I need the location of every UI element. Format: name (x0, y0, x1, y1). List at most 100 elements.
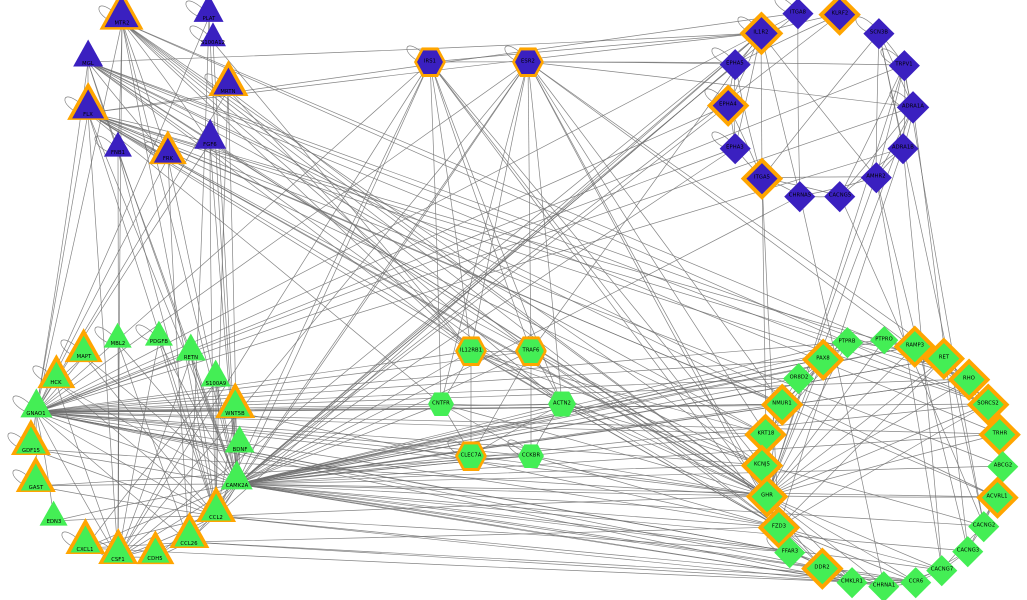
graph-node-flx[interactable]: FLX (66, 81, 109, 120)
graph-node-cacng5[interactable]: CACNG5 (824, 180, 856, 212)
edge (766, 341, 848, 497)
hexagon-shape (427, 392, 454, 416)
graph-node-cckbr[interactable]: CCKBR (518, 444, 544, 468)
triangle-shape (224, 425, 255, 453)
edge (902, 147, 943, 571)
graph-node-fnb1[interactable]: FNB1 (104, 131, 132, 157)
graph-node-retn[interactable]: RETN (176, 333, 206, 361)
edge (87, 112, 1004, 467)
edge (236, 61, 431, 485)
graph-node-clec7a[interactable]: CLEC7A (455, 441, 487, 471)
graph-node-il12rb1[interactable]: IL12RB1 (455, 336, 487, 366)
graph-node-amhr2[interactable]: AMHR2 (860, 161, 892, 193)
graph-node-wnt5b[interactable]: WNT5B (214, 382, 255, 419)
edge (429, 61, 780, 528)
graph-node-il1r2[interactable]: IL1R2 (744, 16, 778, 50)
graph-node-rho[interactable]: RHO (953, 363, 985, 395)
edge (527, 61, 905, 66)
graph-node-mbl2[interactable]: MBL2 (103, 322, 132, 348)
triangle-shape (176, 333, 206, 361)
edge (35, 403, 989, 413)
triangle-shape (145, 320, 173, 346)
graph-node-ptpro[interactable]: PTPRO (869, 325, 899, 355)
graph-node-s100a12[interactable]: S100A12 (199, 22, 226, 47)
graph-node-cacng3[interactable]: CACNG3 (952, 535, 984, 567)
graph-node-mgl[interactable]: MGL (73, 39, 103, 67)
triangle-shape (221, 460, 253, 490)
graph-node-mapt[interactable]: MAPT (64, 327, 103, 362)
triangle-shape (21, 463, 51, 491)
graph-node-epha5[interactable]: EPHA5 (719, 48, 751, 80)
hexagon-shape (458, 339, 484, 363)
graph-node-ramp3[interactable]: RAMP3 (899, 330, 931, 362)
graph-node-gast[interactable]: GAST (16, 456, 56, 493)
graph-node-traf6[interactable]: TRAF6 (515, 336, 547, 366)
graph-node-mrtn[interactable]: MRTN (208, 60, 248, 97)
triangle-shape (201, 359, 231, 387)
edge (839, 195, 985, 527)
graph-node-gnao1[interactable]: GNAO1 (20, 388, 52, 418)
graph-node-ret[interactable]: RET (928, 342, 960, 374)
graph-node-chrna5[interactable]: CHRNA5 (784, 180, 816, 212)
graph-node-adra1a[interactable]: ADRA1A (896, 90, 930, 124)
graph-node-krt18[interactable]: KRT18 (750, 418, 782, 450)
graph-node-nmur1[interactable]: NMUR1 (766, 388, 798, 420)
graph-node-csf1[interactable]: CSF1 (97, 528, 138, 565)
graph-node-esr2[interactable]: ESR2 (511, 47, 544, 77)
graph-node-ghr[interactable]: GHR (751, 480, 783, 512)
edge (429, 61, 472, 352)
triangle-shape (102, 535, 133, 563)
graph-node-ptprb[interactable]: PTPRB (831, 326, 863, 358)
graph-node-pax8[interactable]: PAX8 (807, 343, 839, 375)
graph-node-ffar3[interactable]: FFAR3 (774, 536, 806, 568)
edge (766, 495, 943, 571)
graph-node-pdgfb[interactable]: PDGFB (145, 320, 173, 346)
graph-node-cacng2[interactable]: CACNG2 (968, 510, 1000, 542)
graph-node-cntfr[interactable]: CNTFR (427, 392, 454, 416)
graph-node-ccr6[interactable]: CCR6 (900, 566, 932, 598)
graph-node-ddr2[interactable]: DDR2 (806, 552, 838, 584)
graph-node-bdnf[interactable]: BDNF (224, 425, 255, 453)
graph-node-epha3[interactable]: EPHA3 (719, 132, 751, 164)
graph-node-epha4[interactable]: EPHA4 (712, 89, 744, 121)
graph-node-mtr2[interactable]: MTR2 (99, 0, 144, 30)
graph-node-gdf15[interactable]: GDF15 (10, 419, 51, 456)
graph-node-or8d2[interactable]: OR8D2 (783, 362, 815, 394)
graph-node-trhr[interactable]: TRHR (984, 418, 1016, 450)
graph-node-chrna1[interactable]: CHRNA1 (868, 570, 900, 600)
graph-node-cmklr1[interactable]: CMKLR1 (836, 566, 868, 598)
graph-node-acvrl1[interactable]: ACVRL1 (981, 481, 1013, 513)
edge (35, 32, 762, 413)
edge (734, 63, 763, 179)
graph-node-fzd3[interactable]: FZD3 (763, 511, 795, 543)
graph-node-kcnj5[interactable]: KCNJ5 (746, 449, 778, 481)
graph-node-trpv1[interactable]: TRPV1 (888, 49, 920, 81)
edge (766, 345, 916, 497)
graph-node-ccl2[interactable]: CCL2 (196, 486, 236, 523)
graph-node-frk[interactable]: FRK (148, 129, 187, 164)
graph-node-klrf2[interactable]: KLRF2 (824, 0, 856, 30)
graph-node-ccl26[interactable]: CCL26 (169, 512, 209, 549)
graph-node-adra1b[interactable]: ADRA1B (887, 132, 919, 164)
graph-node-hck[interactable]: HCK (36, 353, 75, 388)
edge (875, 176, 969, 552)
graph-node-cxcl1[interactable]: CXCL1 (65, 518, 105, 555)
graph-node-abcg2[interactable]: ABCG2 (987, 450, 1019, 482)
graph-node-plat[interactable]: PLAT (193, 0, 224, 22)
edge (236, 483, 885, 587)
graph-node-actn2[interactable]: ACTN2 (548, 391, 576, 417)
graph-node-edn3[interactable]: EDN3 (39, 500, 68, 526)
graph-node-cacng7[interactable]: CACNG7 (926, 554, 958, 586)
graph-node-sorcs2[interactable]: SORCS2 (972, 388, 1004, 420)
graph-node-irs1[interactable]: IRS1 (413, 47, 446, 77)
graph-node-fgf6[interactable]: FGF6 (193, 118, 226, 149)
edge (35, 483, 238, 487)
graph-node-itga8[interactable]: ITGA8 (782, 0, 814, 29)
graph-node-scn3b[interactable]: SCN3B (863, 17, 895, 49)
graph-node-cdh5[interactable]: CDH5 (136, 529, 174, 564)
graph-node-itga5[interactable]: ITGA5 (746, 162, 778, 194)
edge (236, 483, 985, 527)
edge (912, 106, 969, 552)
edge (236, 378, 970, 485)
